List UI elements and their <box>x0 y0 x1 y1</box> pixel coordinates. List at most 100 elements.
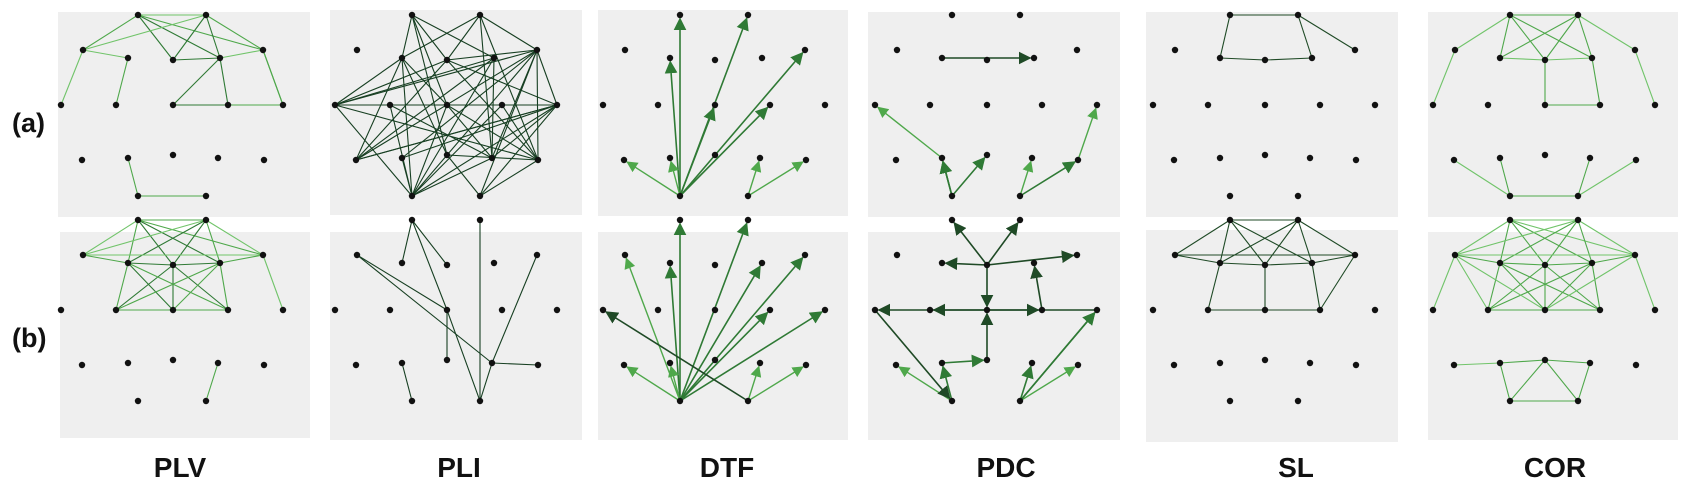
edge-cor-b <box>1454 254 1501 264</box>
electrode-node-cor-b <box>1632 361 1640 369</box>
electrode-node-cor-a <box>1586 154 1594 162</box>
edge-sl-b <box>1219 219 1299 264</box>
edge-pli-a <box>411 157 493 197</box>
electrode-node-pdc-a <box>938 54 946 62</box>
edge-pdc-b <box>939 365 953 402</box>
electrode-node-cor-a <box>1541 151 1549 159</box>
edge-sl-a <box>1219 14 1231 59</box>
edge-pdc-a <box>877 106 943 159</box>
electrode-node-pli-b <box>408 216 416 224</box>
electrode-node-plv-a <box>202 192 210 200</box>
electrode-node-dtf-a <box>711 151 719 159</box>
edge-cor-b <box>1499 262 1601 311</box>
electrode-node-pdc-b <box>871 306 879 314</box>
edge-plv-a <box>219 57 229 106</box>
electrode-node-pdc-a <box>983 56 991 64</box>
edge-cor-b <box>1544 359 1579 402</box>
electrode-node-cor-a <box>1506 11 1514 19</box>
edge-plv-b <box>219 254 264 264</box>
edge-pli-b <box>491 254 538 364</box>
electrode-node-dtf-a <box>711 101 719 109</box>
electrode-node-cor-b <box>1484 306 1492 314</box>
edge-pli-a <box>334 57 403 106</box>
electrode-node-plv-b <box>279 306 287 314</box>
edge-sl-b <box>1297 219 1313 264</box>
electrode-node-pdc-b <box>983 261 991 269</box>
edge-pli-a <box>411 49 538 197</box>
edge-dtf-a <box>664 60 681 197</box>
electrode-node-pli-a <box>498 101 506 109</box>
electrode-node-cor-b <box>1574 397 1582 405</box>
electrode-node-dtf-a <box>802 156 810 164</box>
edge-pdc-b <box>1019 311 1096 402</box>
electrode-node-plv-a <box>169 101 177 109</box>
edge-dtf-b <box>668 365 681 402</box>
edge-cor-b <box>1487 264 1546 311</box>
edge-cor-b <box>1577 362 1591 402</box>
electrode-node-plv-b <box>216 259 224 267</box>
electrode-node-sl-b <box>1308 259 1316 267</box>
edge-pli-a <box>401 49 538 159</box>
edge-pli-a <box>536 49 558 106</box>
electrode-node-cor-b <box>1651 306 1659 314</box>
electrode-node-pli-a <box>490 54 498 62</box>
edge-pdc-a <box>939 160 953 197</box>
electrode-node-cor-b <box>1451 251 1459 259</box>
electrode-node-plv-a <box>259 46 267 54</box>
electrode-node-sl-a <box>1261 56 1269 64</box>
electrode-node-sl-b <box>1261 356 1269 364</box>
edge-pdc-b <box>1030 265 1043 311</box>
electrode-node-plv-b <box>134 216 142 224</box>
electrode-node-dtf-b <box>599 306 607 314</box>
electrode-node-sl-a <box>1216 154 1224 162</box>
electrode-node-cor-b <box>1631 251 1639 259</box>
edge-cor-a <box>1432 49 1456 106</box>
electrode-node-pdc-a <box>1038 101 1046 109</box>
electrode-node-pli-b <box>476 397 484 405</box>
electrode-node-sl-a <box>1261 101 1269 109</box>
electrode-node-sl-b <box>1216 259 1224 267</box>
electrode-node-pli-a <box>408 192 416 200</box>
edge-plv-b <box>172 264 229 311</box>
edge-sl-b <box>1229 219 1266 266</box>
row-label-a: (a) <box>12 108 45 138</box>
edge-cor-b <box>1544 219 1579 266</box>
edge-dtf-b <box>747 366 804 402</box>
electrode-node-cor-b <box>1506 216 1514 224</box>
electrode-node-sl-b <box>1306 359 1314 367</box>
edge-pdc-b <box>1019 366 1076 402</box>
edge-cor-b <box>1591 262 1601 311</box>
electrode-node-pli-a <box>398 54 406 62</box>
electrode-node-sl-b <box>1351 251 1359 259</box>
electrode-node-cor-b <box>1506 397 1514 405</box>
edge-pli-a <box>401 104 558 159</box>
edge-pli-a <box>479 104 558 197</box>
electrode-node-pli-a <box>553 101 561 109</box>
electrode-node-pdc-a <box>983 101 991 109</box>
electrode-node-pli-b <box>443 356 451 364</box>
edge-sl-b <box>1264 262 1313 266</box>
edge-pli-a <box>401 57 413 197</box>
edge-cor-b <box>1454 219 1579 256</box>
electrode-node-pli-b <box>553 306 561 314</box>
electrode-node-plv-b <box>57 306 65 314</box>
edge-cor-a <box>1577 14 1636 51</box>
electrode-node-dtf-a <box>801 46 809 54</box>
edge-cor-a <box>1577 159 1637 197</box>
panel-sl-b <box>1146 230 1398 442</box>
electrode-node-sl-b <box>1226 397 1234 405</box>
electrode-node-pdc-a <box>983 151 991 159</box>
edge-plv-a <box>205 14 264 51</box>
electrode-node-pdc-a <box>1016 192 1024 200</box>
edge-cor-a <box>1544 14 1579 61</box>
electrode-node-plv-b <box>79 251 87 259</box>
electrode-node-cor-a <box>1574 11 1582 19</box>
edge-pli-a <box>401 14 413 59</box>
electrode-node-pli-b <box>331 306 339 314</box>
edge-sl-b <box>1174 219 1231 256</box>
edge-pdc-a <box>1077 107 1098 161</box>
electrode-node-pdc-a <box>892 156 900 164</box>
electrode-node-dtf-a <box>654 101 662 109</box>
edge-pli-a <box>479 14 539 161</box>
